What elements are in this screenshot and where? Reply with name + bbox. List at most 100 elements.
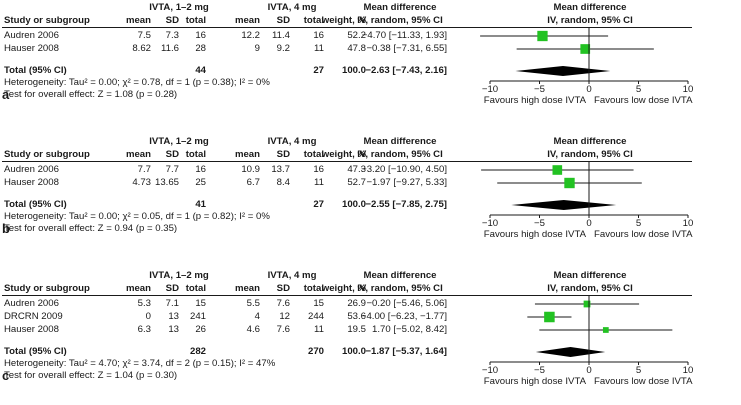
study-col-header: Study or subgroup [4,283,90,294]
forest-panel-b: IVTA, 1–2 mg IVTA, 4 mg Mean difference Mea… [0,134,741,264]
favours-right-label: Favours low dose IVTA [594,229,693,240]
md-method-left: IV, random, 95% CI [357,149,443,160]
pooled-diamond [511,200,617,210]
weight-value: 47.8 [347,43,366,54]
mean1-value: 6.3 [137,324,151,335]
mean2-col-header: mean [234,283,260,294]
mean1-value: 0 [145,311,151,322]
mean2-col-header: mean [234,15,260,26]
panel-label: a [2,87,10,102]
mean1-value: 5.3 [137,298,151,309]
group1-header: IVTA, 1–2 mg [149,270,209,281]
total2-value: 16 [313,164,324,175]
study-col-header: Study or subgroup [4,15,90,26]
study-square [552,165,563,175]
total1-value: 16 [195,164,206,175]
forest-panel-a: IVTA, 1–2 mg IVTA, 4 mg Mean difference Mea… [0,0,741,130]
group1-header: IVTA, 1–2 mg [149,2,209,13]
x-tick-label: −5 [534,84,545,95]
md-method-right: IV, random, 95% CI [547,149,633,160]
group2-header: IVTA, 4 mg [267,136,317,147]
mean2-value: 5.5 [246,298,260,309]
total1-value: 25 [195,177,206,188]
panel-label: b [2,221,10,236]
x-tick-label: 10 [682,84,694,95]
total-ci: −1.87 [−5.37, 1.64] [365,346,447,357]
forest-panel-c: IVTA, 1–2 mg IVTA, 4 mg Mean difference Mea… [0,268,741,398]
weight-value: 19.5 [347,324,366,335]
forest-plot-svg [2,27,692,84]
total2-value: 16 [313,30,324,41]
sd1-col-header: SD [165,149,179,160]
favours-right-label: Favours low dose IVTA [594,95,693,106]
ci-value: −0.20 [−5.46, 5.06] [366,298,447,309]
study-name: Hauser 2008 [4,177,59,188]
x-tick-label: 10 [682,365,694,376]
x-tick-label: 0 [586,218,592,229]
total2-value: 11 [314,324,324,335]
x-tick-label: −5 [534,218,545,229]
total2-value: 15 [313,298,324,309]
total1-value: 16 [195,30,206,41]
study-name: Audren 2006 [4,298,59,309]
study-col-header: Study or subgroup [4,149,90,160]
x-tick-label: −10 [481,365,499,376]
mean2-value: 12.2 [241,30,260,41]
x-tick-label: −10 [481,218,499,229]
study-square [544,311,555,323]
ci-value: −3.20 [−10.90, 4.50] [361,164,447,175]
total-weight: 100.0 [341,65,366,76]
total1-col-header: total [185,149,206,160]
group2-header: IVTA, 4 mg [267,270,317,281]
total1-value: 28 [195,43,206,54]
weight-value: 53.6 [347,311,366,322]
study-name: Hauser 2008 [4,324,59,335]
sd1-value: 7.1 [165,298,179,309]
md-title-right: Mean difference [553,2,627,13]
favours-left-label: Favours high dose IVTA [483,376,586,387]
ci-value: −4.70 [−11.33, 1.93] [361,30,447,41]
heterogeneity-text: Heterogeneity: Tau² = 0.00; χ² = 0.78, d… [4,77,270,88]
sd1-value: 13 [168,324,179,335]
mean2-value: 4.6 [246,324,260,335]
total-weight: 100.0 [341,199,366,210]
sd1-value: 13.65 [154,177,179,188]
overall-effect-text: Test for overall effect: Z = 0.94 (p = 0… [4,223,178,234]
ci-value: −1.97 [−9.27, 5.33] [366,177,447,188]
sd2-col-header: SD [276,283,290,294]
overall-effect-text: Test for overall effect: Z = 1.08 (p = 0… [4,89,178,100]
ci-value: 1.70 [−5.02, 8.42] [372,324,447,335]
sd2-col-header: SD [276,15,290,26]
total-label: Total (95% CI) [4,346,67,357]
total2-col-header: total [303,283,324,294]
favours-left-label: Favours high dose IVTA [483,229,586,240]
md-title-right: Mean difference [553,270,627,281]
total1-value: 282 [189,346,206,357]
total1-col-header: total [185,283,206,294]
study-square [580,44,591,54]
ci-value: −4.00 [−6.23, −1.77] [360,311,447,322]
x-tick-label: 0 [586,365,592,376]
md-title-right: Mean difference [553,136,627,147]
sd1-col-header: SD [165,15,179,26]
sd2-value: 7.6 [276,298,290,309]
study-square [583,300,591,308]
md-method-left: IV, random, 95% CI [357,283,443,294]
mean2-value: 10.9 [241,164,260,175]
sd1-value: 7.3 [165,30,179,41]
group2-header: IVTA, 4 mg [267,2,317,13]
study-square [602,327,609,333]
sd1-value: 7.7 [165,164,179,175]
study-name: DRCRN 2009 [4,311,63,322]
total2-col-header: total [303,149,324,160]
mean1-value: 4.73 [132,177,151,188]
study-square [564,177,575,189]
sd2-value: 12 [279,311,290,322]
x-tick-label: −10 [481,84,499,95]
heterogeneity-text: Heterogeneity: Tau² = 4.70; χ² = 3.74, d… [4,358,276,369]
sd1-value: 13 [168,311,179,322]
study-name: Hauser 2008 [4,43,59,54]
sd2-value: 13.7 [271,164,290,175]
total-label: Total (95% CI) [4,65,67,76]
total1-value: 41 [195,199,206,210]
